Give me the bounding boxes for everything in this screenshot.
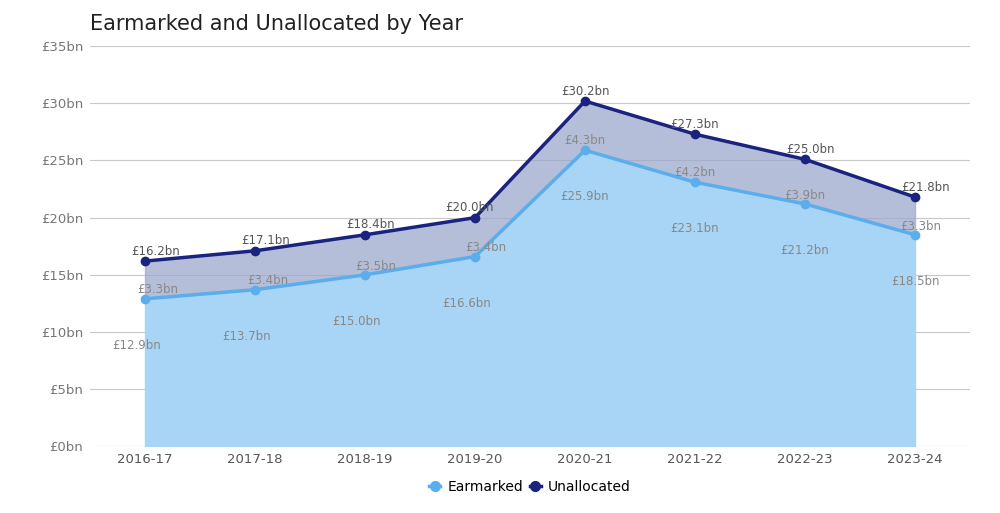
Text: £3.5bn: £3.5bn	[356, 260, 396, 272]
Legend: Earmarked, Unallocated: Earmarked, Unallocated	[424, 475, 636, 499]
Text: £20.0bn: £20.0bn	[445, 201, 494, 214]
Text: £18.4bn: £18.4bn	[346, 219, 395, 231]
Text: £16.2bn: £16.2bn	[132, 245, 180, 258]
Text: £25.0bn: £25.0bn	[786, 143, 835, 156]
Text: £15.0bn: £15.0bn	[332, 315, 380, 328]
Text: £23.1bn: £23.1bn	[671, 222, 719, 235]
Text: £3.3bn: £3.3bn	[900, 220, 941, 232]
Text: £17.1bn: £17.1bn	[242, 234, 290, 247]
Text: £16.6bn: £16.6bn	[442, 297, 491, 309]
Text: £3.4bn: £3.4bn	[248, 274, 289, 287]
Text: £3.4bn: £3.4bn	[465, 241, 507, 254]
Text: £27.3bn: £27.3bn	[671, 118, 719, 131]
Text: £3.9bn: £3.9bn	[784, 189, 826, 202]
Text: £4.3bn: £4.3bn	[564, 134, 606, 147]
Text: £4.2bn: £4.2bn	[674, 166, 716, 180]
Text: £13.7bn: £13.7bn	[222, 330, 271, 343]
Text: £18.5bn: £18.5bn	[891, 275, 939, 288]
Text: £21.8bn: £21.8bn	[902, 181, 950, 193]
Text: £30.2bn: £30.2bn	[561, 85, 609, 97]
Text: £3.3bn: £3.3bn	[138, 283, 179, 296]
Text: Earmarked and Unallocated by Year: Earmarked and Unallocated by Year	[90, 13, 463, 33]
Text: £25.9bn: £25.9bn	[561, 190, 609, 203]
Text: £12.9bn: £12.9bn	[112, 339, 161, 352]
Text: £21.2bn: £21.2bn	[781, 244, 829, 257]
